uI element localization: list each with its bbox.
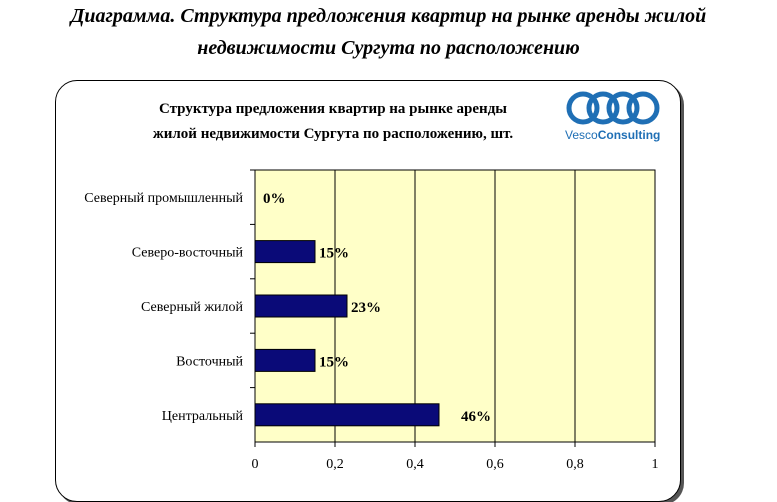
data-label: 23%: [351, 300, 381, 316]
bar: [254, 294, 348, 318]
x-tick-label: 0,6: [486, 457, 504, 472]
x-tick-label: 1: [652, 457, 659, 472]
category-label: Центральный: [162, 409, 244, 424]
data-label: 15%: [319, 354, 349, 370]
x-tick-label: 0: [252, 457, 259, 472]
bar-chart: Структура предложения квартир на рынке а…: [84, 91, 660, 472]
page-title: Диаграмма. Структура предложения квартир…: [0, 0, 777, 64]
x-tick-label: 0,8: [566, 457, 584, 472]
x-tick-label: 0,4: [406, 457, 424, 472]
vesco-logo: VescoConsulting: [565, 91, 660, 142]
category-label: Северный промышленный: [84, 191, 243, 206]
category-label: Восточный: [176, 354, 243, 369]
x-tick-label: 0,2: [326, 457, 344, 472]
chart-title-line1: Структура предложения квартир на рынке а…: [159, 101, 507, 117]
data-label: 0%: [263, 191, 286, 207]
bar: [254, 403, 440, 427]
svg-text:VescoConsulting: VescoConsulting: [565, 128, 660, 142]
data-label: 46%: [461, 409, 491, 425]
category-label: Северо-восточный: [132, 246, 244, 261]
bar: [254, 348, 316, 372]
bar: [254, 240, 316, 264]
page-title-line1: Диаграмма. Структура предложения квартир…: [70, 5, 707, 27]
data-label: 15%: [319, 246, 349, 262]
category-label: Северный жилой: [141, 300, 244, 315]
page-title-line2: недвижимости Сургута по расположению: [197, 37, 580, 59]
chart-title-line2: жилой недвижимости Сургута по расположен…: [153, 126, 513, 142]
